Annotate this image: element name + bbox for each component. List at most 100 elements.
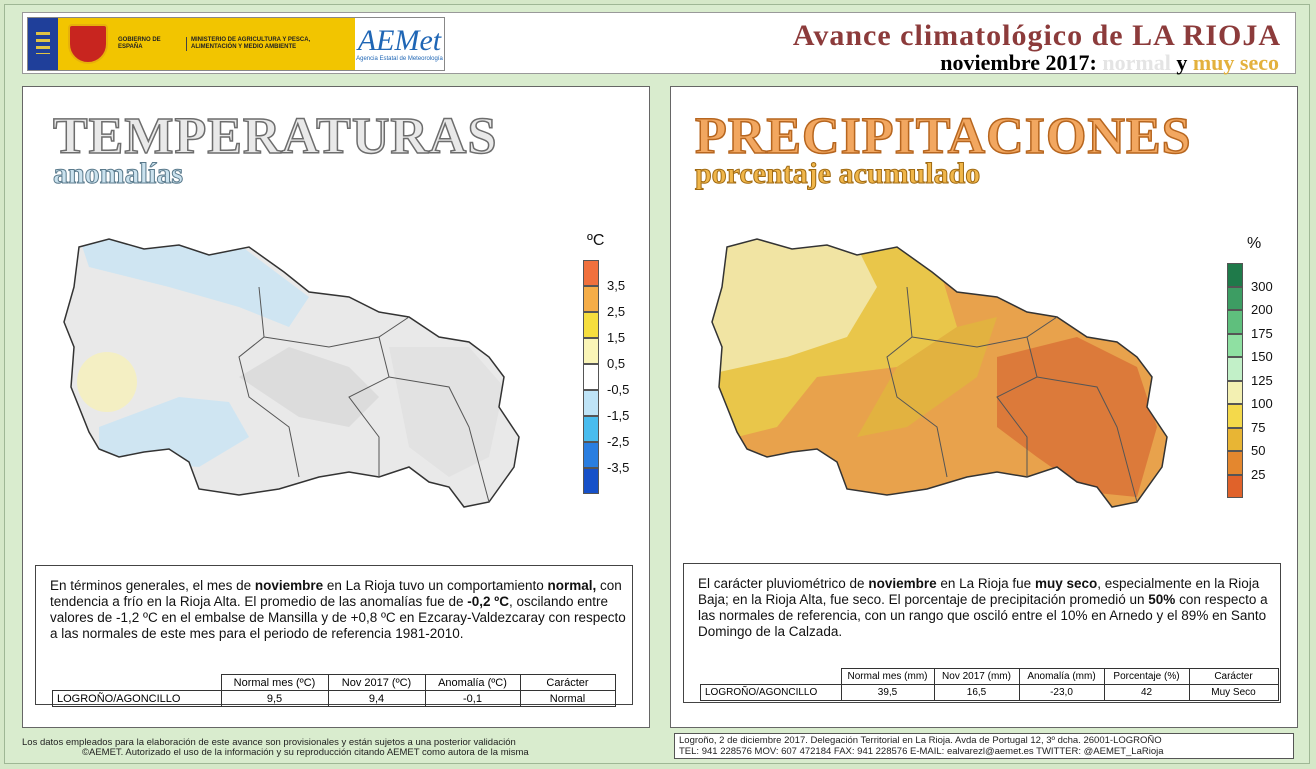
temperature-legend-swatch xyxy=(583,468,599,494)
precipitation-subtitle: porcentaje acumulado xyxy=(694,157,981,191)
temperature-legend-swatch xyxy=(583,442,599,468)
temp-value-nov: 9,4 xyxy=(327,690,426,707)
temp-header-nov: Nov 2017 (ºC) xyxy=(327,674,426,691)
precipitation-legend-label: 175 xyxy=(1251,325,1273,341)
temp-text-4: , oscilando entre valores de -1,2 ºC en … xyxy=(50,594,626,641)
government-text: GOBIERNO DE ESPAÑA xyxy=(118,37,161,50)
temperature-legend-label: -1,5 xyxy=(607,408,630,423)
temperature-legend-label: -0,5 xyxy=(607,382,630,397)
temp-text-2: en La Rioja tuvo un comportamiento xyxy=(323,578,548,593)
temperature-legend-unit: ºC xyxy=(587,232,605,249)
precipitation-legend-swatch xyxy=(1227,427,1243,451)
aemet-logo-text: AEMet xyxy=(357,24,442,57)
temperature-legend-swatch xyxy=(583,416,599,442)
eu-flag-icon xyxy=(28,18,58,70)
prec-value-percent: 42 xyxy=(1103,684,1190,701)
prec-value-character: Muy Seco xyxy=(1188,684,1279,701)
prec-character-word: muy seco xyxy=(1192,50,1279,75)
precipitation-legend-label: 50 xyxy=(1251,443,1266,458)
prec-text-2: en La Rioja fue xyxy=(936,576,1035,591)
precipitation-legend-swatch xyxy=(1227,310,1243,334)
prec-header-anomaly: Anomalía (mm) xyxy=(1018,668,1105,685)
prec-value-normal: 39,5 xyxy=(840,684,935,701)
temp-character-word: normal xyxy=(1102,50,1171,75)
temperature-legend-swatch xyxy=(583,364,599,390)
temperature-legend-label: 1,5 xyxy=(607,330,626,345)
contact-info: Logroño, 2 de diciembre 2017. Delegación… xyxy=(674,733,1294,759)
precipitation-table: Normal mes (mm) Nov 2017 (mm) Anomalía (… xyxy=(700,668,1279,701)
temp-value-character: Normal xyxy=(519,690,616,707)
precipitation-percentage-map xyxy=(711,238,1168,508)
precipitation-legend-label: 300 xyxy=(1251,278,1273,294)
prec-header-nov: Nov 2017 (mm) xyxy=(933,668,1020,685)
temperature-legend: ºC 3,5 2,5 1,5 0,5 -0,5 -1,5 -2,5 -3,5 xyxy=(583,232,643,502)
aemet-logo: AEMet Agencia Estatal de Meteorología xyxy=(355,18,444,70)
precipitation-legend-swatch xyxy=(1227,357,1243,381)
temp-text-character: normal, xyxy=(547,578,597,593)
prec-text-1: El carácter pluviométrico de xyxy=(698,576,869,591)
temp-header-anomaly: Anomalía (ºC) xyxy=(424,674,521,691)
temperature-legend-label: -3,5 xyxy=(607,460,630,475)
government-banner: GOBIERNO DE ESPAÑA MINISTERIO DE AGRICUL… xyxy=(58,18,355,70)
temperature-legend-label: 3,5 xyxy=(607,278,626,293)
precipitation-legend-swatch xyxy=(1227,404,1243,428)
temperature-legend-label: -2,5 xyxy=(607,434,630,449)
prec-text-character: muy seco xyxy=(1034,576,1098,591)
temperature-legend-swatch xyxy=(583,260,599,286)
temp-value-normal: 9,5 xyxy=(220,690,329,707)
disclaimer-line-2: ©AEMET. Autorizado el uso de la informac… xyxy=(82,747,529,758)
precipitation-legend-label: 200 xyxy=(1251,302,1273,317)
precipitation-summary-box: El carácter pluviométrico de noviembre e… xyxy=(683,563,1281,703)
temp-station: LOGROÑO/AGONCILLO xyxy=(52,690,222,707)
precipitation-legend-swatch xyxy=(1227,333,1243,357)
prec-text-month: noviembre xyxy=(868,576,937,591)
precipitation-legend-label: 125 xyxy=(1251,372,1273,388)
temp-text-month: noviembre xyxy=(254,578,324,593)
precipitation-legend-label: 100 xyxy=(1251,396,1273,411)
temperature-summary-box: En términos generales, el mes de noviemb… xyxy=(35,565,633,707)
temperature-panel: TEMPERATURAS anomalías ºC 3,5 2,5 1,5 0,5 -0… xyxy=(22,86,650,728)
report-month: noviembre 2017: xyxy=(940,50,1103,75)
prec-text-4: con respecto a las normales de referenci… xyxy=(698,592,1268,639)
prec-header-normal: Normal mes (mm) xyxy=(840,668,935,685)
report-title-region: LA RIOJA xyxy=(1132,19,1281,52)
prec-header-character: Carácter xyxy=(1188,668,1279,685)
temperature-summary: En términos generales, el mes de noviemb… xyxy=(50,578,630,642)
table-corner xyxy=(53,675,222,691)
temperature-legend-swatch xyxy=(583,312,599,338)
prec-value-anomaly: -23,0 xyxy=(1018,684,1105,701)
temp-text-3: con tendencia a frío en la Rioja Alta. E… xyxy=(50,578,622,609)
temp-text-anomaly: -0,2 ºC xyxy=(467,594,509,609)
temperature-title: TEMPERATURAS xyxy=(52,107,498,166)
temp-value-anomaly: -0,1 xyxy=(424,690,521,707)
precipitation-legend: % 300 200 175 150 125 100 75 50 25 xyxy=(1227,235,1297,505)
precipitation-legend-label: 75 xyxy=(1251,419,1266,435)
report-subtitle: noviembre 2017: normal y muy seco xyxy=(940,50,1279,76)
institutional-logos: GOBIERNO DE ESPAÑA MINISTERIO DE AGRICUL… xyxy=(27,17,445,71)
coat-of-arms-icon xyxy=(68,24,108,64)
precipitation-legend-swatch xyxy=(1227,263,1243,287)
report-title: Avance climatológico de LA RIOJA xyxy=(793,19,1281,53)
temperature-legend-label: 2,5 xyxy=(607,304,626,319)
precipitation-legend-swatch xyxy=(1227,286,1243,310)
prec-value-nov: 16,5 xyxy=(933,684,1020,701)
precipitation-legend-swatch xyxy=(1227,380,1243,404)
table-corner xyxy=(701,669,842,685)
aemet-subtitle: Agencia Estatal de Meteorología xyxy=(356,56,443,62)
data-disclaimer: Los datos empleados para la elaboración … xyxy=(22,738,652,758)
prec-text-percent: 50% xyxy=(1148,592,1176,607)
precipitation-legend-label: 25 xyxy=(1251,466,1266,482)
temperature-legend-swatch xyxy=(583,390,599,416)
ministry-text: MINISTERIO DE AGRICULTURA Y PESCA, ALIME… xyxy=(186,37,341,51)
temp-text-1: En términos generales, el mes de xyxy=(50,578,255,593)
temperature-legend-swatch xyxy=(583,286,599,312)
temperature-subtitle: anomalías xyxy=(52,157,184,191)
precipitation-panel: PRECIPITACIONES porcentaje acumulado % 3… xyxy=(670,86,1298,728)
precipitation-legend-swatch xyxy=(1227,474,1243,498)
temperature-legend-label: 0,5 xyxy=(607,356,626,371)
report-title-prefix: Avance climatológico de xyxy=(792,19,1133,52)
temperature-legend-swatch xyxy=(583,338,599,364)
contact-line-1: Logroño, 2 de diciembre 2017. Delegación… xyxy=(679,735,1162,746)
temp-header-normal: Normal mes (ºC) xyxy=(220,674,329,691)
temp-header-character: Carácter xyxy=(519,674,616,691)
